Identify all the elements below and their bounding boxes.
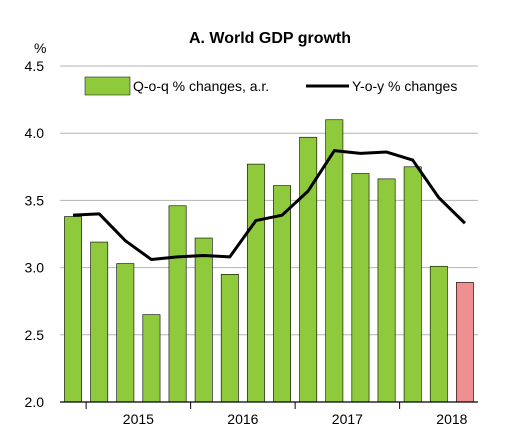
- bar: [351, 173, 370, 403]
- bar: [116, 263, 135, 403]
- x-axis: 2015 2016 2017 2018: [60, 401, 478, 427]
- y-axis-ticks: 4.5 4.0 3.5 3.0 2.5 2.0: [25, 58, 45, 410]
- bar: [273, 185, 291, 403]
- bar: [64, 216, 82, 403]
- y-axis-unit: %: [34, 40, 46, 56]
- legend: Q-o-q % changes, a.r. Y-o-y % changes: [84, 76, 457, 96]
- bar: [456, 282, 474, 403]
- legend-bar-swatch: [84, 76, 131, 96]
- bar: [377, 178, 396, 403]
- bar: [168, 205, 187, 403]
- y-tick-label: 4.5: [25, 58, 45, 74]
- line-series: [72, 149, 466, 262]
- bar: [142, 314, 161, 403]
- y-tick-label: 4.0: [25, 125, 45, 141]
- bar: [403, 166, 422, 403]
- bar: [429, 265, 448, 403]
- y-tick-label: 3.5: [25, 192, 45, 208]
- x-tick-label: 2018: [436, 411, 467, 427]
- x-tick-label: 2016: [227, 411, 258, 427]
- legend-line-label: Y-o-y % changes: [352, 78, 457, 94]
- yoy-line: [72, 149, 466, 262]
- chart-title: A. World GDP growth: [189, 30, 351, 47]
- y-tick-label: 2.5: [25, 327, 45, 343]
- y-tick-label: 3.0: [25, 260, 45, 276]
- bar: [247, 163, 265, 403]
- bar-series: [64, 119, 474, 403]
- bar: [299, 136, 318, 403]
- x-tick-label: 2017: [332, 411, 363, 427]
- y-tick-label: 2.0: [25, 394, 45, 410]
- bar: [90, 241, 109, 403]
- legend-bar-label: Q-o-q % changes, a.r.: [133, 78, 269, 94]
- x-tick-label: 2015: [123, 411, 154, 427]
- bar: [194, 237, 213, 403]
- bar: [220, 274, 239, 403]
